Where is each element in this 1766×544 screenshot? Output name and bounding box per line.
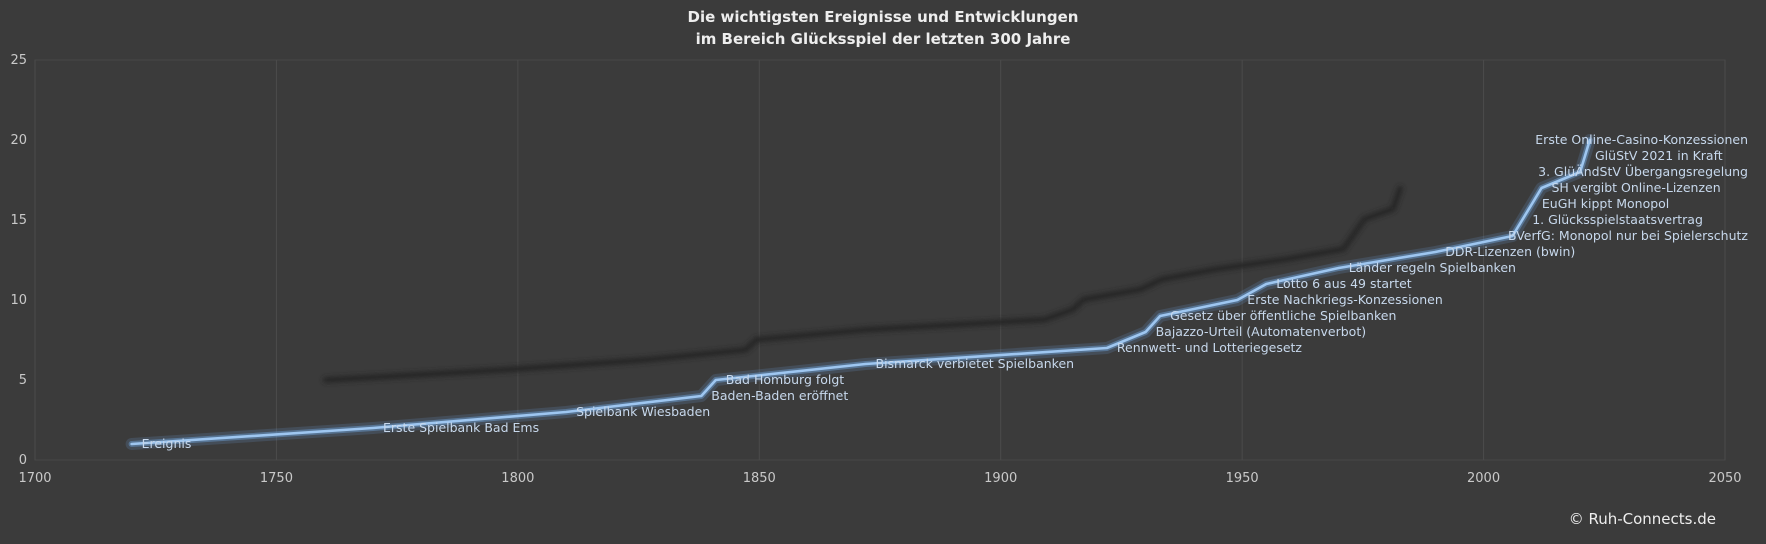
watermark: © Ruh-Connects.de <box>1568 510 1716 528</box>
chart-title-line1: Die wichtigsten Ereignisse und Entwicklu… <box>687 8 1079 26</box>
event-label: 1. Glücksspielstaatsvertrag <box>1532 212 1703 227</box>
event-label: DDR-Lizenzen (bwin) <box>1445 244 1575 259</box>
y-tick-label: 15 <box>10 213 27 228</box>
event-label: Erste Nachkriegs-Konzessionen <box>1247 292 1443 307</box>
x-tick-label: 1700 <box>18 471 51 486</box>
plot-border <box>34 59 1726 461</box>
y-tick-label: 0 <box>19 453 27 468</box>
y-tick-label: 20 <box>10 133 27 148</box>
x-tick-label: 1850 <box>743 471 776 486</box>
y-tick-label: 10 <box>10 293 27 308</box>
event-label: Ereignis <box>142 436 192 451</box>
y-tick-label: 25 <box>10 53 27 68</box>
event-label: EuGH kippt Monopol <box>1542 196 1669 211</box>
event-label: SH vergibt Online-Lizenzen <box>1552 180 1721 195</box>
event-label: Baden-Baden eröffnet <box>711 388 848 403</box>
x-tick-label: 1950 <box>1226 471 1259 486</box>
event-label: BVerfG: Monopol nur bei Spielerschutz <box>1508 228 1748 243</box>
event-label: Erste Online-Casino-Konzessionen <box>1535 132 1748 147</box>
event-label: Rennwett- und Lotteriegesetz <box>1117 340 1303 355</box>
x-tick-label: 1750 <box>260 471 293 486</box>
event-label: Lotto 6 aus 49 startet <box>1276 276 1411 291</box>
event-label: Bajazzo-Urteil (Automatenverbot) <box>1156 324 1367 339</box>
chart-title: Die wichtigsten Ereignisse und Entwicklu… <box>0 7 1766 51</box>
event-line <box>130 138 1592 446</box>
chart-title-line2: im Bereich Glücksspiel der letzten 300 J… <box>695 29 1071 48</box>
event-label: GlüStV 2021 in Kraft <box>1595 148 1723 163</box>
x-tick-label: 2050 <box>1708 471 1741 486</box>
event-label: Erste Spielbank Bad Ems <box>383 420 539 435</box>
x-tick-label: 1900 <box>984 471 1017 486</box>
event-label: Bad Homburg folgt <box>726 372 845 387</box>
x-tick-label: 2000 <box>1467 471 1500 486</box>
event-label: Spielbank Wiesbaden <box>576 404 710 419</box>
event-label: 3. GlüÄndStV Übergangsregelung <box>1538 163 1748 179</box>
event-label: Länder regeln Spielbanken <box>1349 260 1516 275</box>
x-tick-label: 1800 <box>501 471 534 486</box>
event-label: Bismarck verbietet Spielbanken <box>876 356 1075 371</box>
event-label: Gesetz über öffentliche Spielbanken <box>1170 308 1396 323</box>
shadow-line <box>322 185 1404 384</box>
y-tick-label: 5 <box>19 373 27 388</box>
